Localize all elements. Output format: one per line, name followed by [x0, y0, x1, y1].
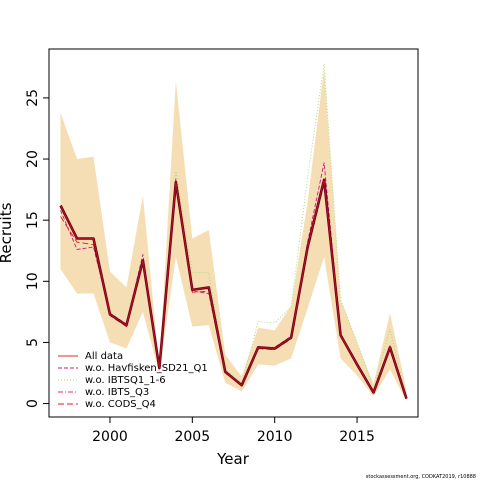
- x-tick-label: 2015: [339, 429, 375, 445]
- y-tick-label: 10: [25, 272, 41, 290]
- x-tick-label: 2010: [257, 429, 293, 445]
- y-axis: 0 5 10 15 20 25: [25, 89, 50, 408]
- confidence-band: [60, 68, 407, 402]
- y-tick-label: 25: [25, 89, 41, 107]
- legend-label-w-o-cods-q4: w.o. CODS_Q4: [85, 399, 156, 410]
- legend-label-w-o-havfisken-sd21-q1: w.o. Havfisken_SD21_Q1: [85, 363, 208, 374]
- y-tick-label: 5: [25, 338, 41, 347]
- x-axis: 2000 2005 2010 2015: [92, 416, 375, 445]
- x-axis-title: Year: [216, 450, 250, 468]
- legend-label-w-o-ibts-q3: w.o. IBTS_Q3: [85, 387, 149, 398]
- confidence-band-layer: [60, 68, 407, 402]
- y-tick-label: 15: [25, 211, 41, 229]
- footnote: stockassessment.org, CODKAT2019, r10888: [366, 474, 476, 480]
- x-tick-label: 2005: [174, 429, 210, 445]
- series-line-all-data: [60, 179, 407, 399]
- y-tick-label: 0: [25, 399, 41, 408]
- legend-label-w-o-ibtsq1-1-6: w.o. IBTSQ1_1-6: [85, 375, 166, 386]
- series-lines-layer: [59, 63, 408, 400]
- y-tick-label: 20: [25, 150, 41, 168]
- x-tick-label: 2000: [92, 429, 128, 445]
- legend-label-all-data: All data: [85, 351, 123, 362]
- y-axis-title: Recruits: [0, 202, 15, 263]
